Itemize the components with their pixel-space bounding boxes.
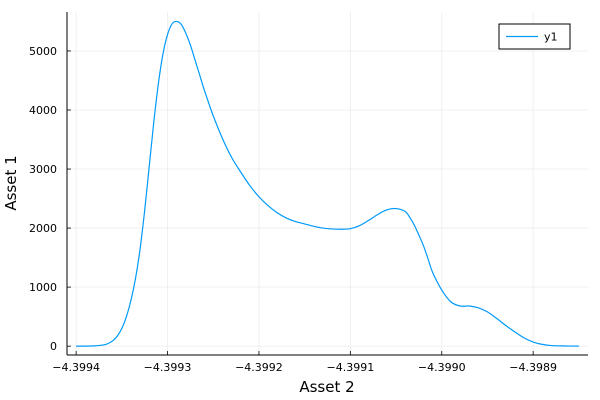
x-tick-label: −4.3990 <box>418 361 466 374</box>
y-tick-label: 4000 <box>29 104 57 117</box>
legend-label-y1: y1 <box>544 31 558 44</box>
x-tick-label: −4.3994 <box>52 361 100 374</box>
y-tick-label: 0 <box>50 340 57 353</box>
y-tick-label: 5000 <box>29 45 57 58</box>
legend: y1 <box>498 23 571 50</box>
series-line-0 <box>76 20 579 347</box>
x-tick-label: −4.3993 <box>144 361 192 374</box>
series-lines <box>76 20 579 347</box>
axes <box>66 12 588 356</box>
y-tick-label: 3000 <box>29 163 57 176</box>
tick-labels: −4.3994 −4.3993 −4.3992 −4.3991 −4.3990 −4.39… <box>29 45 557 374</box>
y-tick-label: 2000 <box>29 222 57 235</box>
y-tick-label: 1000 <box>29 281 57 294</box>
x-axis-title: Asset 2 <box>299 378 354 396</box>
x-tick-label: −4.3989 <box>509 361 557 374</box>
x-tick-label: −4.3992 <box>235 361 283 374</box>
y-axis-title: Asset 1 <box>2 155 20 210</box>
x-tick-label: −4.3991 <box>326 361 374 374</box>
